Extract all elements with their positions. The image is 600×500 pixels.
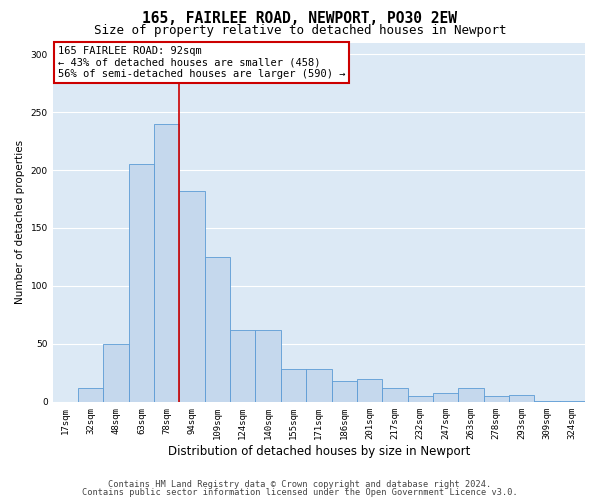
Bar [306,370,332,402]
Bar [78,388,103,402]
Bar [484,396,509,402]
Bar [560,400,585,402]
Bar [103,344,129,402]
Bar [129,164,154,402]
Bar [458,388,484,402]
Text: 165 FAIRLEE ROAD: 92sqm
← 43% of detached houses are smaller (458)
56% of semi-d: 165 FAIRLEE ROAD: 92sqm ← 43% of detache… [58,46,346,80]
Bar [382,388,407,402]
Bar [179,191,205,402]
X-axis label: Distribution of detached houses by size in Newport: Distribution of detached houses by size … [167,444,470,458]
Bar [535,400,560,402]
Bar [205,257,230,402]
Bar [256,330,281,402]
Bar [407,396,433,402]
Bar [509,395,535,402]
Y-axis label: Number of detached properties: Number of detached properties [15,140,25,304]
Text: Size of property relative to detached houses in Newport: Size of property relative to detached ho… [94,24,506,37]
Bar [332,381,357,402]
Text: Contains HM Land Registry data © Crown copyright and database right 2024.: Contains HM Land Registry data © Crown c… [109,480,491,489]
Text: Contains public sector information licensed under the Open Government Licence v3: Contains public sector information licen… [82,488,518,497]
Bar [281,370,306,402]
Bar [230,330,256,402]
Bar [154,124,179,402]
Bar [357,378,382,402]
Text: 165, FAIRLEE ROAD, NEWPORT, PO30 2EW: 165, FAIRLEE ROAD, NEWPORT, PO30 2EW [143,11,458,26]
Bar [433,392,458,402]
